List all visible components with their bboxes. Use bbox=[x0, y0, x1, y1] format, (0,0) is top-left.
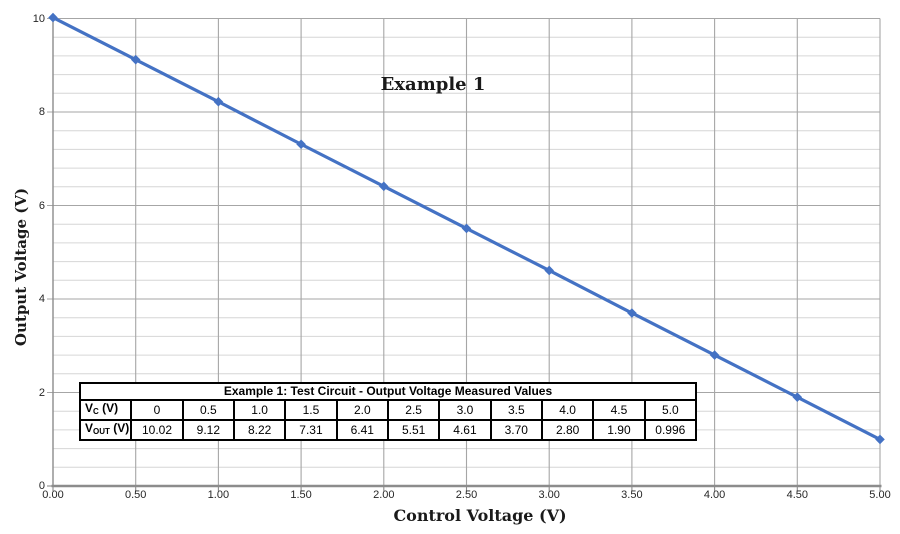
y-tick-label: 4 bbox=[38, 293, 45, 305]
y-tick-label: 10 bbox=[32, 12, 45, 25]
table-cell-value: 5.51 bbox=[386, 419, 441, 441]
data-point-marker bbox=[709, 350, 720, 360]
x-tick-label: 3.00 bbox=[538, 489, 560, 501]
data-point-marker bbox=[130, 54, 141, 65]
table-row: VC (V) 0 0.5 1.0 1.5 2.0 2.5 3.0 3.5 4.0 4.5 5.0 bbox=[78, 399, 698, 421]
x-tick-label: 5.00 bbox=[869, 489, 891, 501]
table-row-label: VOUT (V) bbox=[78, 419, 133, 441]
table-cell-value: 3.70 bbox=[489, 419, 543, 441]
table-row-label: VC (V) bbox=[78, 399, 133, 421]
x-tick-label: 1.00 bbox=[207, 489, 230, 501]
data-point-marker bbox=[296, 139, 306, 150]
table-cell-value: 10.02 bbox=[130, 419, 184, 441]
table-cell-value: 4.61 bbox=[438, 419, 492, 441]
x-axis-title: Control Voltage (V) bbox=[393, 506, 567, 525]
data-point-marker bbox=[379, 181, 389, 192]
x-tick-label: 2.50 bbox=[455, 489, 478, 501]
data-point-marker bbox=[544, 265, 554, 276]
table-cell-value: 7.31 bbox=[284, 419, 338, 441]
y-tick-label: 6 bbox=[38, 199, 45, 212]
x-tick-label: 1.50 bbox=[290, 489, 312, 501]
table-cell-value: 3.5 bbox=[489, 399, 543, 421]
data-point-marker bbox=[461, 223, 472, 234]
chart-title: Example 1 bbox=[380, 74, 486, 95]
table-cell-value: 2.0 bbox=[335, 399, 389, 421]
table-cell-value: 4.0 bbox=[540, 399, 595, 421]
y-axis-title: Output Voltage (V) bbox=[12, 187, 30, 347]
x-tick-label: 4.50 bbox=[786, 489, 808, 501]
table-cell-value: 4.5 bbox=[592, 399, 646, 421]
x-tick-label: 0.00 bbox=[42, 489, 64, 501]
table-cell-value: 2.80 bbox=[540, 419, 595, 441]
table-title: Example 1: Test Circuit - Output Voltage… bbox=[79, 382, 697, 401]
x-tick-label: 2.00 bbox=[373, 489, 395, 501]
data-point-marker bbox=[875, 434, 885, 445]
table-cell-value: 0.5 bbox=[181, 399, 235, 421]
table-cell-value: 6.41 bbox=[335, 419, 389, 441]
table-cell-value: 1.0 bbox=[232, 399, 287, 421]
table-cell-value: 2.5 bbox=[386, 399, 441, 421]
y-tick-label: 0 bbox=[38, 480, 45, 492]
data-point-marker bbox=[48, 12, 58, 23]
table-title-row: Example 1: Test Circuit - Output Voltage… bbox=[79, 382, 697, 401]
data-point-marker bbox=[627, 308, 637, 318]
table-cell-value: 0 bbox=[130, 399, 184, 421]
table-row: VOUT (V) 10.02 9.12 8.22 7.31 6.41 5.51 4.61 3.7… bbox=[78, 419, 698, 441]
table-cell-value: 1.90 bbox=[592, 419, 646, 441]
table-cell-value: 5.0 bbox=[643, 399, 698, 421]
table-cell-value: 0.996 bbox=[643, 419, 698, 441]
table-cell-value: 1.5 bbox=[284, 399, 338, 421]
table-cell-value: 3.0 bbox=[438, 399, 492, 421]
y-tick-label: 8 bbox=[38, 106, 45, 118]
x-tick-label: 0.50 bbox=[124, 489, 147, 501]
table-cell-value: 8.22 bbox=[232, 419, 287, 441]
data-point-marker bbox=[792, 392, 803, 402]
data-point-marker bbox=[213, 96, 224, 107]
measured-values-table: Example 1: Test Circuit - Output Voltage… bbox=[78, 382, 698, 441]
x-tick-label: 3.50 bbox=[621, 489, 643, 501]
y-tick-label: 2 bbox=[38, 386, 45, 399]
x-tick-label: 4.00 bbox=[703, 489, 726, 501]
table-cell-value: 9.12 bbox=[181, 419, 235, 441]
